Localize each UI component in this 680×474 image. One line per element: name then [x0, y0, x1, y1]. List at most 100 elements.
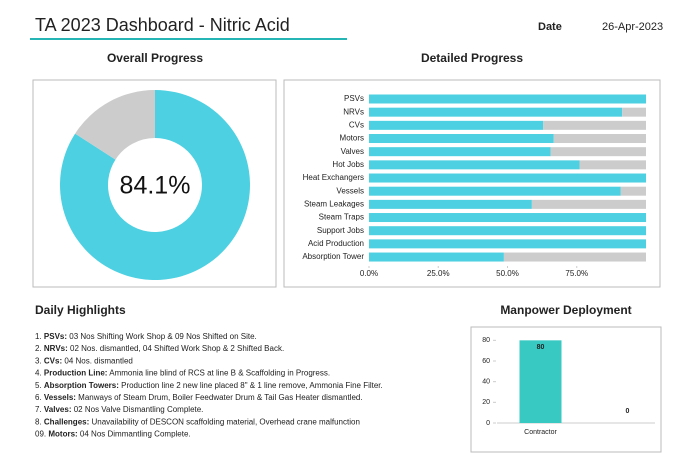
- y-tick-label: Valves: [341, 147, 364, 156]
- y-tick-label: CVs: [349, 120, 364, 129]
- bar: [369, 252, 504, 262]
- bar: [620, 186, 646, 196]
- bar: [543, 120, 646, 130]
- chart-title: Manpower Deployment: [500, 303, 631, 317]
- section-title: Daily Highlights: [35, 303, 126, 317]
- item-label: CVs:: [44, 357, 62, 366]
- y-tick-label: Hot Jobs: [332, 160, 364, 169]
- item-number: 6.: [35, 393, 42, 402]
- plot: 100.0%91.4%62.9%66.7%65.6%76.0%100.0%90.…: [369, 94, 646, 262]
- y-tick-label: Steam Traps: [319, 213, 364, 222]
- highlight-item: 7. Valves: 02 Nos Valve Dismantling Comp…: [35, 405, 203, 414]
- y-tick-label: 40: [482, 379, 490, 386]
- item-text: 02 Nos Valve Dismantling Complete.: [74, 405, 204, 414]
- bar: [369, 107, 623, 117]
- item-number: 1.: [35, 332, 42, 341]
- bar: [369, 226, 646, 236]
- item-label: Valves:: [44, 405, 72, 414]
- pie-slice: [60, 90, 251, 280]
- highlight-item: 1. PSVs: 03 Nos Shifting Work Shop & 09 …: [35, 332, 257, 341]
- highlight-item: 2. NRVs: 02 Nos. dismantled, 04 Shifted …: [35, 344, 284, 353]
- y-tick-label: PSVs: [344, 94, 364, 103]
- item-text: Manways of Steam Drum, Boiler Feedwater …: [78, 393, 362, 402]
- bar: [519, 340, 562, 423]
- chart-title: Detailed Progress: [421, 51, 523, 65]
- y-tick-label: Motors: [340, 134, 364, 143]
- item-label: Production Line:: [44, 369, 108, 378]
- bar: [579, 160, 646, 170]
- y-tick-label: Support Jobs: [317, 226, 364, 235]
- bar: [369, 160, 580, 170]
- date-label: Date: [538, 21, 562, 33]
- highlight-item: 09. Motors: 04 Nos Dimmantling Complete.: [35, 430, 191, 439]
- bar: [369, 173, 646, 183]
- item-number: 5.: [35, 381, 42, 390]
- bar: [622, 107, 646, 117]
- data-label: 0: [626, 408, 630, 415]
- y-tick-label: 80: [482, 337, 490, 344]
- highlight-item: 5. Absorption Towers: Production line 2 …: [35, 381, 383, 390]
- chart-title: Overall Progress: [107, 51, 203, 65]
- highlight-item: 3. CVs: 04 Nos. dismantled: [35, 357, 133, 366]
- panel: [470, 326, 662, 453]
- item-text: 02 Nos. dismantled, 04 Shifted Work Shop…: [70, 344, 284, 353]
- y-tick-label: 20: [482, 399, 490, 406]
- highlights: Daily Highlights 1. PSVs: 03 Nos Shifting…: [35, 303, 383, 439]
- item-label: NRVs:: [44, 344, 68, 353]
- item-text: 04 Nos. dismantled: [64, 357, 132, 366]
- item-text: Production line 2 new line placed 8" & 1…: [121, 381, 383, 390]
- y-tick-label: Heat Exchangers: [303, 173, 364, 182]
- item-label: Vessels:: [44, 393, 76, 402]
- x-tick-label: 50.0%: [496, 269, 519, 278]
- data-label: 80: [537, 344, 545, 351]
- item-number: 2.: [35, 344, 42, 353]
- pie-slice: [75, 90, 155, 160]
- y-tick-label: 60: [482, 358, 490, 365]
- item-text: Unavailability of DESCON scaffolding mat…: [91, 418, 359, 427]
- bar: [369, 186, 621, 196]
- bar: [550, 147, 646, 157]
- item-label: PSVs:: [44, 332, 67, 341]
- y-tick-label: Acid Production: [308, 239, 364, 248]
- bar: [553, 134, 646, 144]
- bar: [531, 199, 646, 209]
- panel: [283, 79, 661, 288]
- bar: [369, 213, 646, 223]
- item-label: Absorption Towers:: [44, 381, 119, 390]
- x-tick-label: 0.0%: [360, 269, 378, 278]
- item-number: 7.: [35, 405, 42, 414]
- highlight-item: 6. Vessels: Manways of Steam Drum, Boile…: [35, 393, 363, 402]
- bar: [369, 147, 551, 157]
- highlight-item: 4. Production Line: Ammonia line blind o…: [35, 369, 330, 378]
- item-number: 4.: [35, 369, 42, 378]
- y-tick-label: NRVs: [343, 107, 364, 116]
- bar: [369, 239, 646, 249]
- y-tick-label: Steam Leakages: [304, 199, 364, 208]
- y-tick-label: Absorption Tower: [302, 252, 364, 261]
- bar: [369, 199, 532, 209]
- center-label: 84.1%: [120, 172, 191, 200]
- x-tick-label: 75.0%: [565, 269, 588, 278]
- x-tick-label: 25.0%: [427, 269, 450, 278]
- bar: [503, 252, 646, 262]
- x-tick-label: Contractor: [524, 429, 557, 436]
- item-number: 8.: [35, 418, 42, 427]
- item-label: Challenges:: [44, 418, 89, 427]
- bar: [369, 94, 646, 104]
- item-text: Ammonia line blind of RCS at line B & Sc…: [109, 369, 330, 378]
- panel: [32, 79, 277, 288]
- item-text: 04 Nos Dimmantling Complete.: [80, 430, 191, 439]
- y-tick-label: Vessels: [336, 186, 364, 195]
- item-number: 09.: [35, 430, 46, 439]
- item-label: Motors:: [48, 430, 77, 439]
- item-text: 03 Nos Shifting Work Shop & 09 Nos Shift…: [69, 332, 257, 341]
- bar: [369, 120, 544, 130]
- y-tick-label: 0: [486, 420, 490, 427]
- date: 26-Apr-2023: [602, 21, 663, 33]
- bar: [369, 134, 554, 144]
- highlight-item: 8. Challenges: Unavailability of DESCON …: [35, 418, 360, 427]
- item-number: 3.: [35, 357, 42, 366]
- dashboard-title: TA 2023 Dashboard - Nitric Acid: [35, 15, 290, 35]
